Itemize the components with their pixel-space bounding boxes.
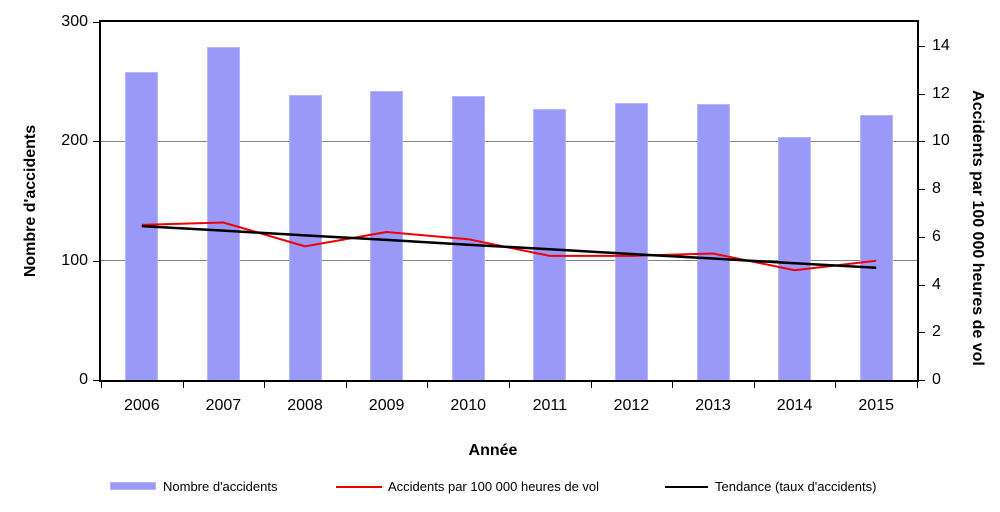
gridline-200 bbox=[101, 140, 917, 142]
right-axis-tick bbox=[919, 332, 925, 334]
right-axis-tick bbox=[919, 141, 925, 143]
right-axis-tick-label: 6 bbox=[932, 227, 941, 245]
x-axis-label-2009: 2009 bbox=[368, 397, 405, 414]
bar-2014 bbox=[778, 136, 812, 380]
x-axis-tick bbox=[101, 382, 102, 388]
bar-2008 bbox=[288, 94, 322, 380]
right-axis-tick bbox=[919, 380, 925, 381]
right-axis-tick bbox=[919, 189, 925, 191]
right-axis-tick-label: 8 bbox=[932, 180, 941, 198]
left-axis-tick bbox=[93, 141, 99, 143]
left-axis-tick bbox=[93, 22, 99, 23]
x-axis-label-2011: 2011 bbox=[532, 397, 567, 414]
x-axis-tick bbox=[590, 382, 592, 388]
x-axis-label-2012: 2012 bbox=[613, 397, 650, 414]
bar-2012 bbox=[614, 103, 648, 380]
bar-2015 bbox=[859, 115, 893, 380]
rate-line-icon bbox=[336, 486, 382, 488]
x-axis-tick bbox=[427, 382, 429, 388]
x-axis-label-2007: 2007 bbox=[205, 397, 242, 414]
x-axis-tick bbox=[264, 382, 266, 388]
bar-2007 bbox=[206, 47, 240, 380]
x-axis-tick bbox=[753, 382, 755, 388]
bar-2011 bbox=[533, 109, 567, 380]
x-axis-label-2006: 2006 bbox=[124, 397, 160, 414]
x-axis-tick bbox=[509, 382, 510, 388]
line-layer bbox=[141, 221, 877, 272]
x-axis-tick bbox=[182, 382, 184, 388]
gridline-100 bbox=[101, 260, 917, 262]
right-axis-tick bbox=[919, 45, 925, 47]
x-axis-label-2014: 2014 bbox=[776, 397, 813, 414]
right-axis-tick bbox=[919, 236, 925, 238]
left-axis-tick-label: 0 bbox=[79, 371, 88, 388]
left-axis-tick bbox=[93, 380, 99, 381]
right-axis-tick-label: 2 bbox=[932, 323, 941, 341]
x-axis-tick bbox=[672, 382, 674, 388]
left-axis-tick-label: 100 bbox=[61, 251, 88, 269]
left-axis-tick-label: 200 bbox=[61, 132, 88, 150]
bar-2013 bbox=[696, 104, 730, 380]
left-axis-tick-label: 300 bbox=[61, 13, 88, 30]
x-axis-tick bbox=[345, 382, 347, 388]
left-axis-tick bbox=[93, 260, 99, 262]
legend-label-bars: Nombre d'accidents bbox=[163, 479, 278, 494]
legend-label-trend: Tendance (taux d'accidents) bbox=[715, 479, 877, 494]
legend-label-rate: Accidents par 100 000 heures de vol bbox=[388, 479, 600, 494]
plot-area bbox=[99, 20, 919, 382]
x-axis-tick bbox=[835, 382, 837, 388]
right-axis-tick-label: 10 bbox=[932, 132, 950, 150]
right-axis-tick bbox=[919, 93, 925, 95]
right-axis-tick-label: 0 bbox=[932, 371, 941, 388]
x-axis-label-2008: 2008 bbox=[287, 397, 323, 414]
left-axis-title: Nombre d'accidents bbox=[22, 124, 39, 278]
x-axis-tick bbox=[917, 382, 918, 388]
x-axis-label-2013: 2013 bbox=[695, 397, 731, 414]
right-axis-tick-label: 12 bbox=[932, 84, 950, 102]
right-axis-tick-label: 14 bbox=[932, 36, 950, 54]
bar-swatch-icon bbox=[110, 482, 156, 490]
trend-line-icon bbox=[665, 486, 708, 488]
x-axis-label-2010: 2010 bbox=[450, 397, 486, 414]
x-axis-title: Année bbox=[468, 442, 518, 459]
x-axis-label-2015: 2015 bbox=[858, 397, 894, 414]
trendline-series bbox=[141, 224, 877, 270]
right-axis-tick-label: 4 bbox=[932, 275, 941, 293]
right-axis-tick bbox=[919, 284, 925, 286]
